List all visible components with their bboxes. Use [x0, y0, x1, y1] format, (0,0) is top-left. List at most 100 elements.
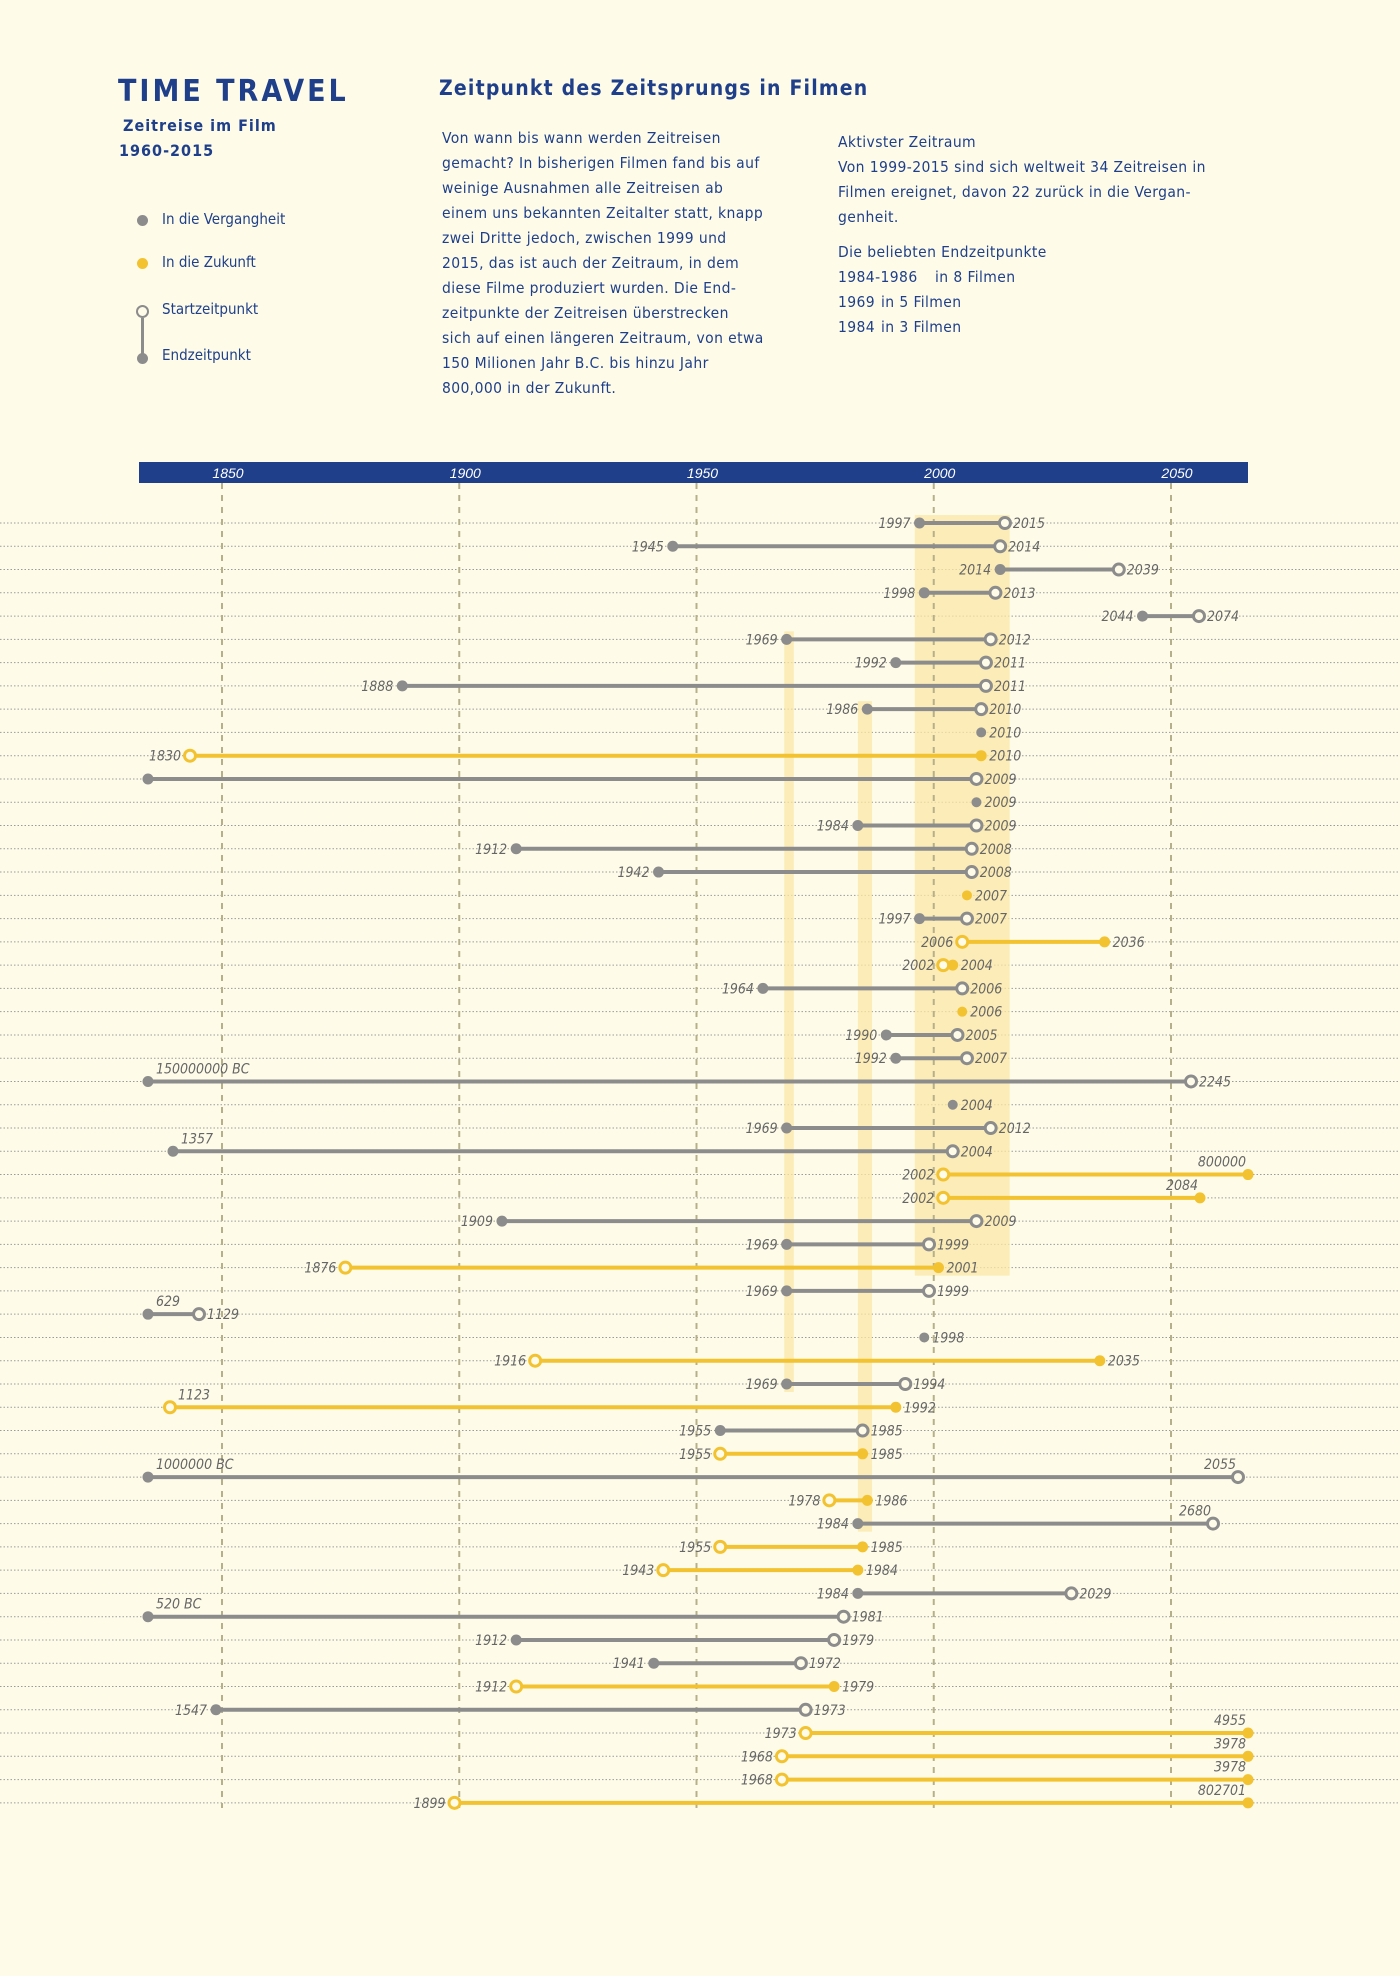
start-point [163, 1400, 177, 1415]
year-label: 1972 [809, 1656, 841, 1672]
end-point [947, 959, 959, 971]
year-label: 1984 [866, 1563, 898, 1579]
year-label: 2001 [946, 1261, 978, 1277]
year-label: 1998 [883, 586, 915, 602]
end-point [510, 843, 522, 855]
end-point [142, 1611, 154, 1623]
popular-period: 1984 [838, 318, 876, 336]
year-label: 1968 [741, 1773, 773, 1789]
end-point [142, 773, 154, 785]
year-label: 1986 [826, 702, 858, 718]
year-label: 2006 [970, 1005, 1002, 1021]
end-point [852, 1587, 864, 1599]
end-point [510, 1634, 522, 1646]
end-point [932, 1262, 944, 1274]
year-label: 1973 [765, 1726, 797, 1742]
year-label: 1969 [746, 1237, 778, 1253]
start-point [1231, 1470, 1245, 1485]
end-point [890, 657, 902, 669]
year-label: 2002 [902, 1168, 934, 1184]
year-label: 2055 [1204, 1457, 1236, 1473]
year-label: 2014 [1008, 539, 1040, 555]
end-point [781, 1122, 793, 1134]
end-point [880, 1029, 892, 1041]
popular-count: in 8 Filmen [935, 268, 1016, 286]
start-point [922, 1237, 937, 1252]
end-point [648, 1657, 660, 1669]
year-label: 1888 [361, 679, 393, 695]
end-point [1099, 936, 1111, 948]
end-point [852, 1564, 864, 1576]
start-point [1184, 1074, 1198, 1089]
start-point [945, 1144, 960, 1159]
year-label: 1912 [475, 1680, 507, 1696]
start-point [978, 678, 993, 693]
end-point [861, 703, 873, 715]
end-point [142, 1471, 154, 1483]
year-label: 2008 [980, 842, 1012, 858]
end-point [961, 890, 972, 901]
end-point [667, 540, 679, 552]
end-point [857, 1448, 869, 1460]
year-label: 1969 [746, 1377, 778, 1393]
end-point [781, 633, 793, 645]
year-label: 2245 [1199, 1074, 1231, 1090]
year-label: 1984 [817, 1586, 849, 1602]
popular-title: Die beliebten Endzeitpunkte [838, 243, 1047, 261]
end-point [1242, 1797, 1254, 1809]
year-label: 2007 [975, 888, 1007, 904]
end-point [142, 1075, 154, 1087]
start-point [183, 748, 197, 763]
start-point [959, 911, 974, 926]
year-label: 2010 [989, 702, 1021, 718]
year-label: 1123 [178, 1387, 210, 1403]
year-label: 1000000 BC [156, 1457, 234, 1473]
page-title: TIME TRAVEL [118, 74, 349, 109]
year-label: 1912 [475, 1633, 507, 1649]
legend-end: Endzeitpunkt [162, 346, 251, 364]
start-point [836, 1609, 851, 1624]
connector-line-icon [141, 318, 144, 356]
year-label: 2012 [999, 1121, 1031, 1137]
end-point [781, 1285, 793, 1297]
end-point [1242, 1774, 1254, 1786]
year-label: 1969 [746, 1284, 778, 1300]
start-point [1111, 562, 1126, 577]
end-point [781, 1378, 793, 1390]
year-label: 1955 [679, 1424, 711, 1440]
intro-paragraph: Von wann bis wann werden Zeitreisen gema… [442, 129, 764, 397]
start-point [713, 1539, 728, 1554]
x-tick-label: 2000 [923, 465, 955, 481]
end-point [957, 1006, 968, 1017]
year-label: 1984 [817, 1517, 849, 1533]
active-period-text: Von 1999-2015 sind sich weltweit 34 Zeit… [838, 158, 1206, 226]
start-point [827, 1632, 842, 1647]
year-label: 2009 [984, 1214, 1016, 1230]
start-point [955, 934, 970, 949]
year-label: 2002 [902, 958, 934, 974]
legend-start: Startzeitpunkt [162, 300, 259, 318]
start-point [997, 516, 1012, 530]
year-label: 2004 [961, 1098, 993, 1114]
start-point [955, 981, 970, 996]
year-label: 1999 [937, 1284, 969, 1300]
start-point [509, 1679, 524, 1694]
start-point [983, 632, 998, 647]
start-point [793, 1656, 808, 1671]
end-point [857, 1541, 869, 1553]
end-point [1242, 1169, 1254, 1181]
start-point [798, 1726, 813, 1741]
popular-item: 1969 in 5 Filmen [838, 290, 1258, 315]
year-label: 2084 [1166, 1178, 1198, 1194]
end-point [781, 1238, 793, 1250]
end-point [994, 564, 1006, 576]
year-label: 2006 [970, 981, 1002, 997]
year-label: 2044 [1101, 609, 1133, 625]
year-label: 1955 [679, 1540, 711, 1556]
year-label: 1547 [175, 1703, 207, 1719]
end-point [714, 1425, 726, 1437]
year-label: 1992 [855, 656, 887, 672]
end-point [852, 820, 864, 832]
start-point [1206, 1516, 1220, 1531]
year-label: 2014 [959, 563, 991, 579]
